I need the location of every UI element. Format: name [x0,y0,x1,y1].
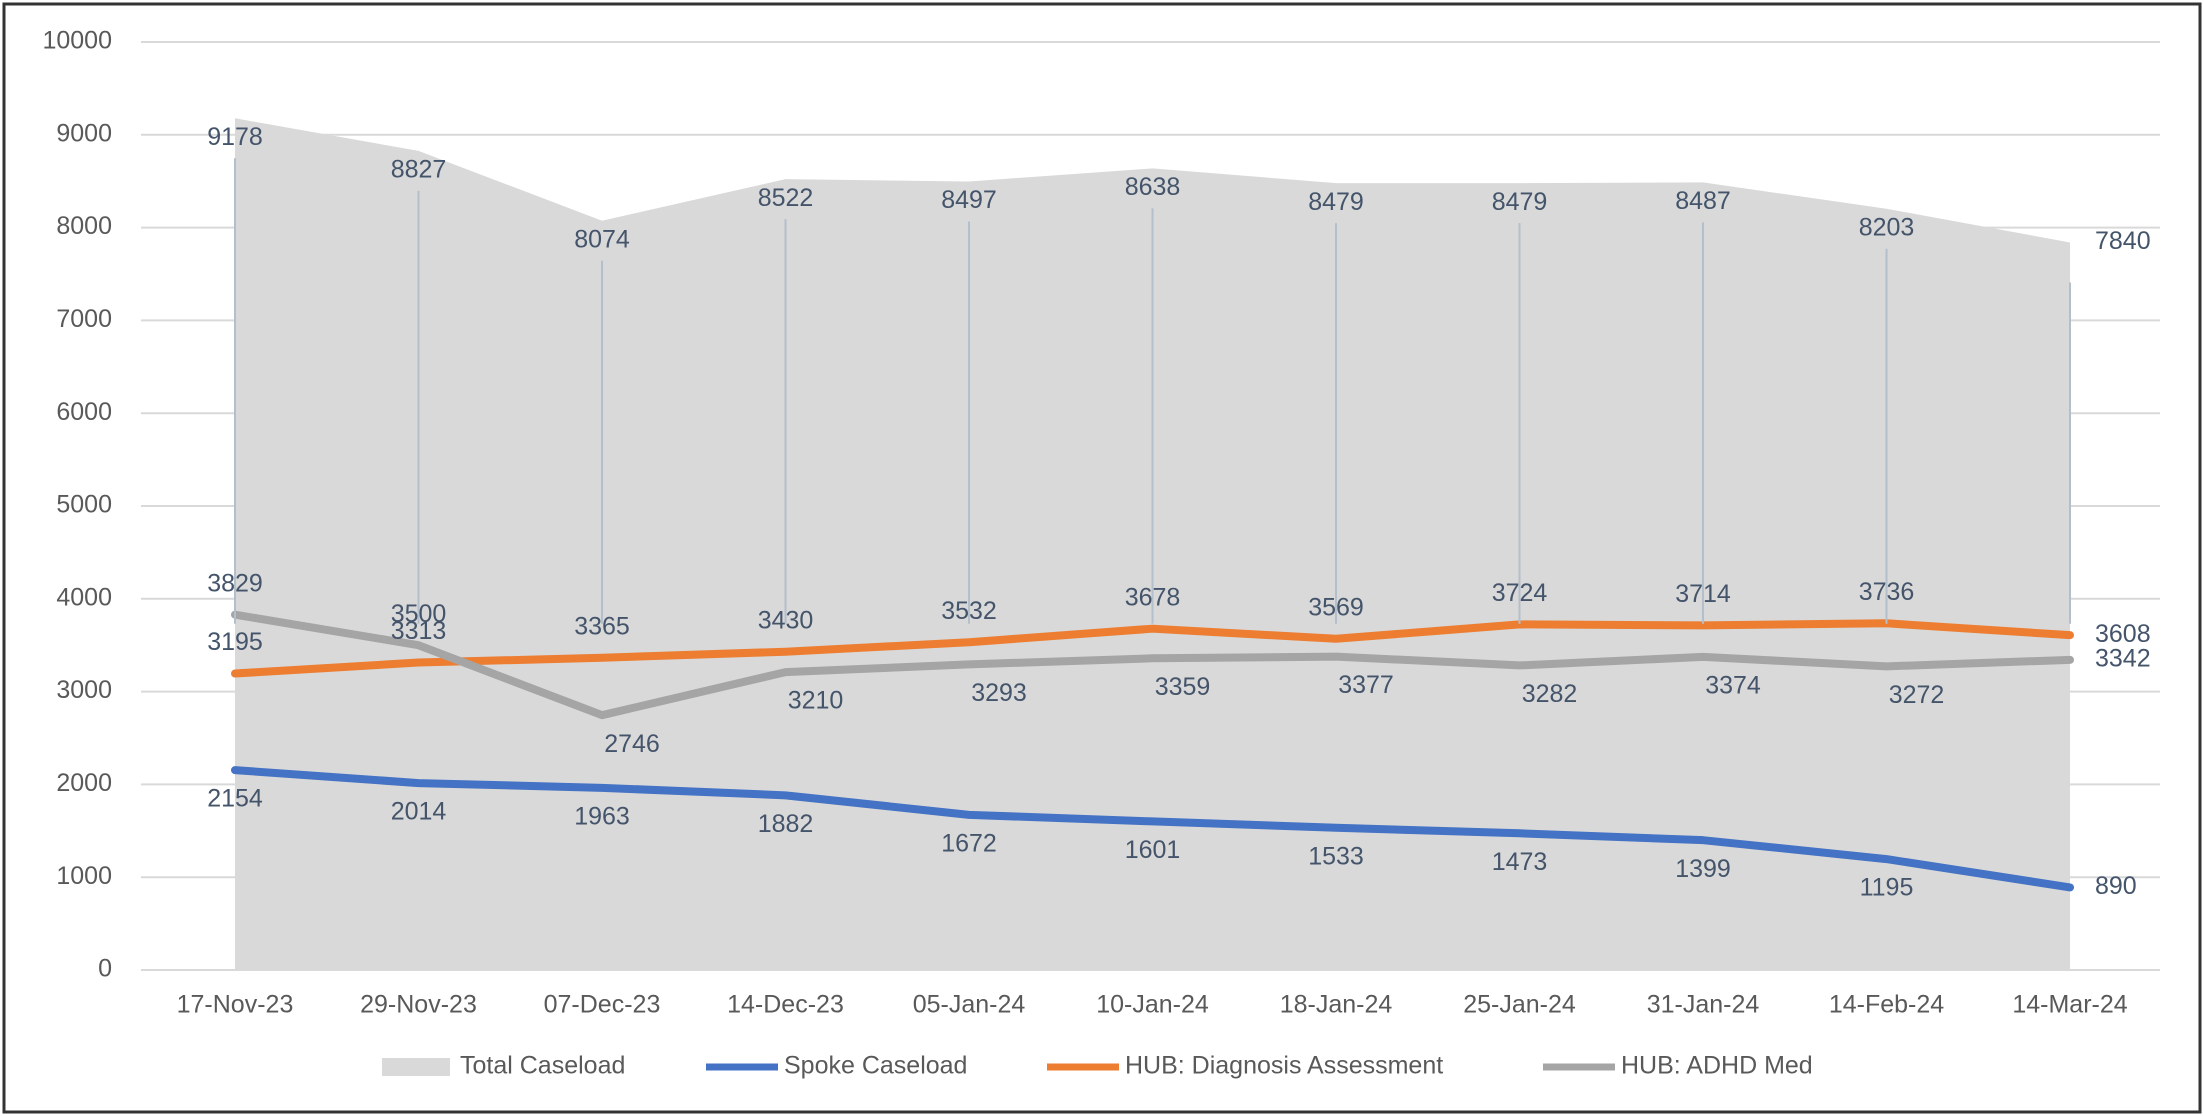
y-tick-label: 9000 [56,119,112,147]
data-label: 9178 [207,123,263,151]
y-tick-label: 8000 [56,212,112,240]
x-tick-label: 07-Dec-23 [544,991,661,1019]
line [231,619,2074,678]
data-label: 7840 [2095,227,2151,255]
data-label: 8203 [1859,213,1915,241]
data-label: 1601 [1125,836,1181,864]
y-tick-label: 0 [98,955,112,983]
data-label: 3377 [1338,671,1394,699]
data-label: 3714 [1675,580,1731,608]
data-label: 890 [2095,872,2137,900]
data-label: 8479 [1492,188,1548,216]
legend-label: Total Caseload [460,1052,625,1080]
data-label: 2746 [604,730,660,758]
data-label: 3736 [1859,578,1915,606]
line [231,610,2074,720]
x-tick-label: 05-Jan-24 [913,991,1026,1019]
line [231,766,2074,892]
data-label: 3342 [2095,644,2151,672]
x-tick-label: 18-Jan-24 [1280,991,1393,1019]
data-label: 1533 [1308,842,1364,870]
y-tick-label: 3000 [56,676,112,704]
data-label: 8074 [574,225,630,253]
data-label: 3500 [391,600,447,628]
data-label: 3430 [758,606,814,634]
y-tick-label: 7000 [56,305,112,333]
x-tick-label: 14-Mar-24 [2012,991,2127,1019]
x-tick-label: 10-Jan-24 [1096,991,1209,1019]
x-tick-label: 29-Nov-23 [360,991,477,1019]
data-label: 3532 [941,597,997,625]
y-tick-label: 10000 [42,27,112,55]
data-label: 3829 [207,569,263,597]
data-label: 1882 [758,810,814,838]
data-label: 3569 [1308,593,1364,621]
legend-swatch [382,1058,450,1076]
x-tick-label: 31-Jan-24 [1647,991,1760,1019]
data-label: 8497 [941,186,997,214]
data-label: 2014 [391,798,447,826]
y-tick-label: 4000 [56,583,112,611]
data-label: 3359 [1155,673,1211,701]
legend-label: HUB: Diagnosis Assessment [1125,1052,1443,1080]
data-label: 8487 [1675,187,1731,215]
y-tick-label: 5000 [56,491,112,519]
data-label: 8479 [1308,188,1364,216]
data-label: 1672 [941,829,997,857]
x-tick-label: 17-Nov-23 [177,991,294,1019]
data-label: 3374 [1705,672,1761,700]
data-label: 3272 [1889,681,1945,709]
data-label: 8522 [758,184,814,212]
y-tick-label: 2000 [56,769,112,797]
data-label: 1473 [1492,848,1548,876]
data-label: 3724 [1492,579,1548,607]
data-label: 1963 [574,802,630,830]
data-label: 3313 [391,617,447,645]
data-label: 8638 [1125,173,1181,201]
x-tick-label: 25-Jan-24 [1463,991,1576,1019]
x-tick-label: 14-Feb-24 [1829,991,1944,1019]
data-label: 3210 [788,687,844,715]
legend-label: HUB: ADHD Med [1621,1052,1813,1080]
data-label: 3678 [1125,583,1181,611]
data-label: 3293 [971,679,1027,707]
data-label: 2154 [207,785,263,813]
y-tick-label: 6000 [56,398,112,426]
x-tick-label: 14-Dec-23 [727,991,844,1019]
data-label: 3282 [1522,680,1578,708]
data-label: 3608 [2095,620,2151,648]
data-label: 3365 [574,612,630,640]
y-tick-label: 1000 [56,862,112,890]
data-label: 3195 [207,628,263,656]
data-label: 1399 [1675,855,1731,883]
legend-label: Spoke Caseload [784,1052,967,1080]
data-label: 1195 [1860,874,1914,902]
data-label: 8827 [391,155,447,183]
